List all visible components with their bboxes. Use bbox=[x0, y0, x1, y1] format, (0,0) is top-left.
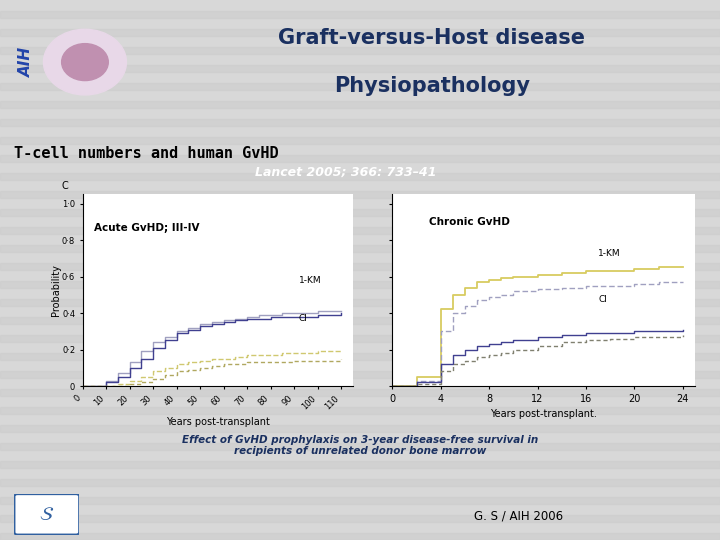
Text: Acute GvHD; III-IV: Acute GvHD; III-IV bbox=[94, 223, 199, 233]
Bar bbox=[0, 389, 720, 396]
Bar bbox=[0, 480, 720, 486]
Bar bbox=[0, 461, 720, 468]
Bar bbox=[0, 353, 720, 360]
Text: AIH: AIH bbox=[19, 47, 34, 77]
Text: CI: CI bbox=[299, 314, 307, 323]
Bar bbox=[0, 191, 720, 198]
Bar bbox=[0, 209, 720, 216]
Text: $\mathcal{S}$: $\mathcal{S}$ bbox=[39, 505, 55, 524]
Text: Lancet 2005; 366: 733–41: Lancet 2005; 366: 733–41 bbox=[255, 166, 436, 179]
Text: Graft-versus-Host disease: Graft-versus-Host disease bbox=[279, 28, 585, 48]
Bar bbox=[0, 317, 720, 324]
Text: 1-KM: 1-KM bbox=[299, 275, 321, 285]
Bar bbox=[0, 426, 720, 432]
Text: Physiopathology: Physiopathology bbox=[334, 76, 530, 96]
Bar bbox=[0, 29, 720, 36]
Text: C: C bbox=[61, 180, 68, 191]
X-axis label: Years post-transplant: Years post-transplant bbox=[166, 417, 270, 427]
Bar bbox=[0, 227, 720, 234]
Bar bbox=[0, 515, 720, 522]
Bar bbox=[0, 137, 720, 144]
Bar bbox=[0, 65, 720, 72]
Text: T-cell numbers and human GvHD: T-cell numbers and human GvHD bbox=[14, 146, 279, 161]
Bar bbox=[0, 156, 720, 162]
Text: Effect of GvHD prophylaxis on 3-year disease-free survival in
recipients of unre: Effect of GvHD prophylaxis on 3-year dis… bbox=[182, 435, 538, 456]
Circle shape bbox=[43, 29, 127, 95]
Bar bbox=[0, 534, 720, 540]
Text: CI: CI bbox=[598, 295, 607, 304]
Bar bbox=[0, 245, 720, 252]
X-axis label: Years post-transplant.: Years post-transplant. bbox=[490, 409, 597, 419]
Bar bbox=[0, 263, 720, 270]
Bar bbox=[0, 407, 720, 414]
Text: 1-KM: 1-KM bbox=[598, 249, 621, 258]
Bar bbox=[0, 299, 720, 306]
Text: Chronic GvHD: Chronic GvHD bbox=[428, 218, 510, 227]
Y-axis label: Probability: Probability bbox=[50, 264, 60, 316]
Bar bbox=[0, 335, 720, 342]
Bar bbox=[0, 119, 720, 126]
Bar bbox=[0, 281, 720, 288]
Bar bbox=[0, 173, 720, 180]
Bar bbox=[0, 11, 720, 18]
Bar bbox=[0, 372, 720, 378]
Bar bbox=[0, 102, 720, 108]
Bar bbox=[0, 443, 720, 450]
FancyBboxPatch shape bbox=[14, 494, 79, 535]
Circle shape bbox=[62, 44, 108, 80]
Bar bbox=[0, 83, 720, 90]
Text: G. S / AIH 2006: G. S / AIH 2006 bbox=[474, 509, 563, 522]
Bar bbox=[0, 497, 720, 504]
Bar bbox=[0, 47, 720, 54]
